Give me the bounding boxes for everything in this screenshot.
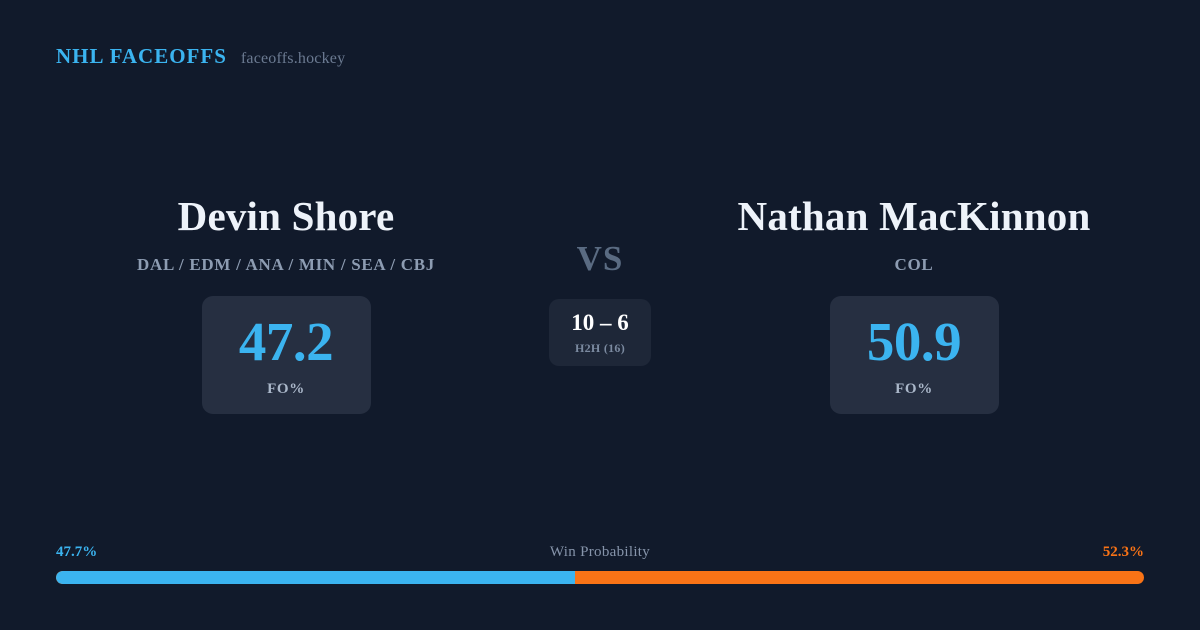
player-teams-right: COL — [894, 255, 934, 274]
win-probability-section: 47.7% Win Probability 52.3% — [56, 542, 1144, 584]
win-probability-title: Win Probability — [549, 544, 651, 560]
stat-card-right: 50.9 FO% — [829, 296, 999, 414]
stat-label-right: FO% — [895, 380, 933, 397]
player-card-left: Devin Shore DAL / EDM / ANA / MIN / SEA … — [51, 196, 521, 414]
player-name-right: Nathan MacKinnon — [737, 193, 1091, 239]
faceoff-percentage-left: 47.2 — [238, 310, 334, 372]
win-probability-right-value: 52.3% — [1102, 544, 1144, 560]
stat-label-left: FO% — [267, 380, 305, 397]
versus-label: VS — [576, 239, 624, 278]
stat-card-left: 47.2 FO% — [201, 296, 371, 414]
site-header: NHL FACEOFFS faceoffs.hockey — [56, 46, 345, 67]
win-probability-bar-fill-left — [56, 571, 575, 584]
win-probability-left-value: 47.7% — [56, 544, 98, 560]
matchup-section: Devin Shore DAL / EDM / ANA / MIN / SEA … — [0, 196, 1200, 436]
player-teams-left: DAL / EDM / ANA / MIN / SEA / CBJ — [137, 255, 435, 274]
win-probability-bar-track — [56, 571, 1144, 584]
head-to-head-card: 10 – 6 H2H (16) — [549, 299, 651, 366]
win-probability-labels: 47.7% Win Probability 52.3% — [56, 542, 1144, 562]
brand-title: NHL FACEOFFS — [56, 44, 227, 68]
player-name-left: Devin Shore — [177, 193, 395, 239]
faceoff-percentage-right: 50.9 — [866, 310, 962, 372]
head-to-head-score: 10 – 6 — [571, 310, 629, 335]
player-card-right: Nathan MacKinnon COL 50.9 FO% — [679, 196, 1149, 414]
site-domain-label: faceoffs.hockey — [240, 50, 346, 67]
head-to-head-label: H2H (16) — [574, 341, 626, 355]
versus-block: VS 10 – 6 H2H (16) — [500, 196, 700, 366]
